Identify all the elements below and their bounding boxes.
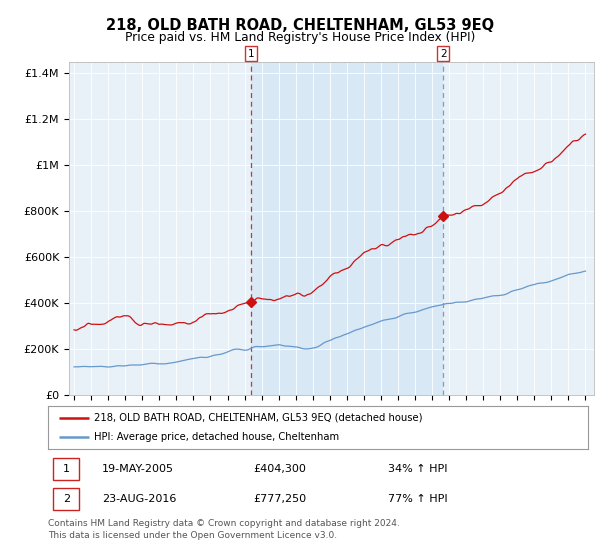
Text: Price paid vs. HM Land Registry's House Price Index (HPI): Price paid vs. HM Land Registry's House … (125, 31, 475, 44)
Text: 19-MAY-2005: 19-MAY-2005 (102, 464, 174, 474)
Text: 34% ↑ HPI: 34% ↑ HPI (388, 464, 448, 474)
Text: 2: 2 (440, 49, 446, 59)
FancyBboxPatch shape (53, 458, 79, 479)
FancyBboxPatch shape (53, 488, 79, 510)
Text: HPI: Average price, detached house, Cheltenham: HPI: Average price, detached house, Chel… (94, 432, 339, 442)
Text: 2: 2 (63, 494, 70, 504)
Text: 1: 1 (248, 49, 254, 59)
Text: 23-AUG-2016: 23-AUG-2016 (102, 494, 176, 504)
Text: £404,300: £404,300 (253, 464, 306, 474)
Text: 218, OLD BATH ROAD, CHELTENHAM, GL53 9EQ: 218, OLD BATH ROAD, CHELTENHAM, GL53 9EQ (106, 18, 494, 33)
Bar (251, 62, 443, 395)
Text: 218, OLD BATH ROAD, CHELTENHAM, GL53 9EQ (detached house): 218, OLD BATH ROAD, CHELTENHAM, GL53 9EQ… (94, 413, 422, 423)
Text: 77% ↑ HPI: 77% ↑ HPI (388, 494, 448, 504)
Text: Contains HM Land Registry data © Crown copyright and database right 2024.
This d: Contains HM Land Registry data © Crown c… (48, 519, 400, 540)
Text: £777,250: £777,250 (253, 494, 307, 504)
Text: 1: 1 (63, 464, 70, 474)
